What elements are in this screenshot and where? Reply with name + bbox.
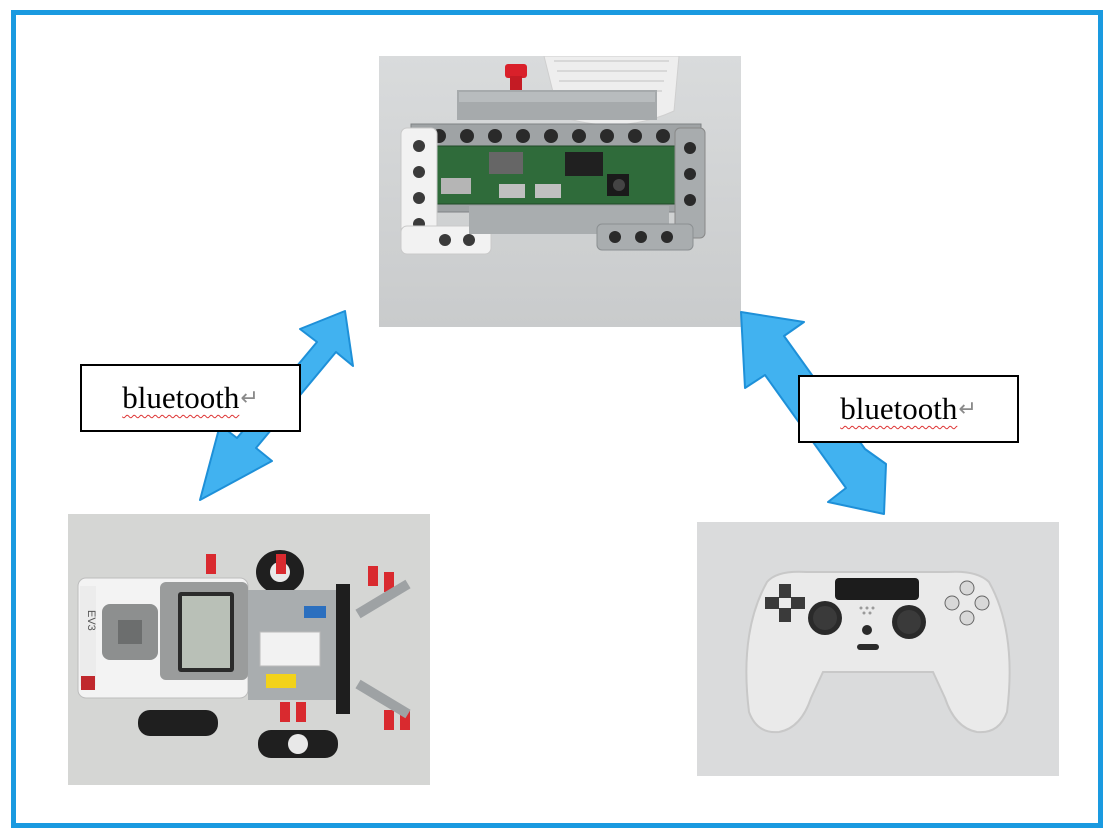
ev3-robot-photo: EV3	[68, 514, 430, 785]
svg-text:EV3: EV3	[85, 610, 97, 631]
return-mark-icon: ↵	[240, 385, 259, 411]
diagram-frame	[11, 10, 1103, 828]
ev3-robot-icon: EV3	[68, 514, 430, 785]
return-mark-icon: ↵	[958, 396, 977, 422]
raspberry-pi-photo	[379, 56, 741, 327]
bluetooth-label-left: bluetooth ↵	[80, 364, 301, 432]
gamepad-photo	[697, 522, 1059, 776]
bluetooth-label-right-text: bluetooth	[840, 391, 958, 426]
raspberry-pi-icon	[379, 56, 741, 327]
gamepad-icon	[697, 522, 1059, 776]
bluetooth-label-left-text: bluetooth	[122, 380, 240, 415]
bluetooth-label-right: bluetooth ↵	[798, 375, 1019, 443]
